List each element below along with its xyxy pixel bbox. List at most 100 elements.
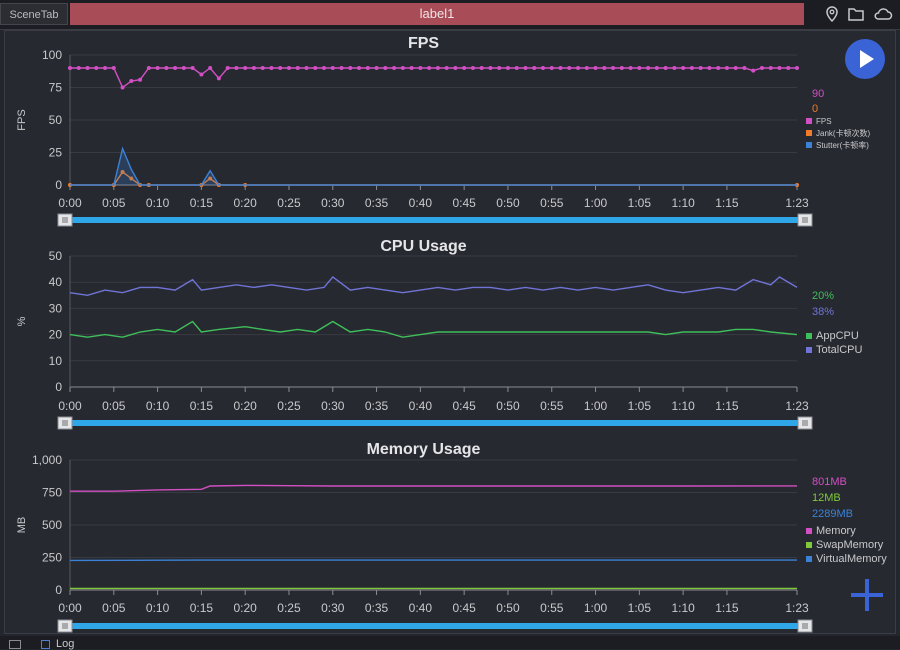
- y-tick-label: 1,000: [32, 453, 62, 467]
- legend-swatch: [806, 347, 812, 353]
- data-point: [497, 66, 501, 70]
- data-point: [383, 66, 387, 70]
- x-tick-label: 1:15: [715, 196, 739, 210]
- data-point: [707, 66, 711, 70]
- log-checkbox[interactable]: [41, 640, 50, 649]
- data-point: [68, 66, 72, 70]
- data-point: [418, 66, 422, 70]
- data-point: [690, 66, 694, 70]
- data-point: [156, 66, 160, 70]
- data-point: [138, 78, 142, 82]
- data-point: [602, 66, 606, 70]
- data-point: [742, 66, 746, 70]
- x-tick-label: 0:20: [234, 399, 258, 413]
- legend-label: Stutter(卡顿率): [816, 140, 869, 150]
- x-tick-label: 0:45: [452, 601, 476, 615]
- data-point: [777, 66, 781, 70]
- data-point: [637, 66, 641, 70]
- data-point: [252, 66, 256, 70]
- legend-swatch: [806, 542, 812, 548]
- data-point: [769, 66, 773, 70]
- x-tick-label: 0:00: [58, 196, 82, 210]
- legend-swatch: [806, 118, 812, 124]
- x-tick-label: 1:00: [584, 196, 608, 210]
- data-point: [164, 66, 168, 70]
- x-tick-label: 1:05: [628, 196, 652, 210]
- x-tick-label: 1:10: [671, 399, 695, 413]
- data-point: [287, 66, 291, 70]
- play-icon: [845, 39, 885, 79]
- current-value: 90: [812, 88, 824, 100]
- current-value: 20%: [812, 290, 834, 302]
- data-point: [550, 66, 554, 70]
- data-point: [401, 66, 405, 70]
- current-value: 0: [812, 103, 818, 115]
- legend-label: Jank(卡顿次数): [816, 128, 871, 138]
- x-tick-label: 0:25: [277, 196, 301, 210]
- data-point: [594, 66, 598, 70]
- data-point: [366, 66, 370, 70]
- x-tick-label: 0:20: [234, 601, 258, 615]
- data-point: [471, 66, 475, 70]
- x-tick-label: 1:00: [584, 399, 608, 413]
- series-line: [70, 172, 797, 185]
- plus-icon[interactable]: [848, 576, 886, 614]
- chart-title: CPU Usage: [380, 238, 466, 255]
- series-area: [70, 149, 797, 185]
- x-tick-label: 0:05: [102, 196, 126, 210]
- data-point: [672, 66, 676, 70]
- data-point: [392, 66, 396, 70]
- dropdown-toggle[interactable]: [9, 640, 21, 649]
- x-tick-label: 1:05: [628, 399, 652, 413]
- data-point: [331, 66, 335, 70]
- y-tick-label: 10: [49, 354, 63, 368]
- x-tick-label: 0:10: [146, 399, 170, 413]
- x-tick-label: 0:15: [190, 196, 214, 210]
- data-point: [278, 66, 282, 70]
- y-tick-label: 100: [42, 48, 62, 62]
- x-tick-label: 1:23: [785, 196, 809, 210]
- x-tick-label: 0:00: [58, 601, 82, 615]
- data-point: [313, 66, 317, 70]
- data-point: [445, 66, 449, 70]
- data-point: [506, 66, 510, 70]
- legend-label: FPS: [816, 117, 832, 126]
- y-tick-label: 30: [49, 301, 63, 315]
- data-point: [655, 66, 659, 70]
- data-point: [795, 66, 799, 70]
- data-point: [480, 66, 484, 70]
- data-point: [375, 66, 379, 70]
- data-point: [629, 66, 633, 70]
- y-tick-label: 75: [49, 81, 63, 95]
- data-point: [585, 66, 589, 70]
- y-tick-label: 50: [49, 113, 63, 127]
- x-tick-label: 0:50: [496, 399, 520, 413]
- x-tick-label: 0:45: [452, 196, 476, 210]
- data-point: [348, 66, 352, 70]
- legend-swatch: [806, 528, 812, 534]
- x-tick-label: 0:05: [102, 399, 126, 413]
- data-point: [427, 66, 431, 70]
- data-point: [296, 66, 300, 70]
- x-tick-label: 1:10: [671, 601, 695, 615]
- data-point: [86, 66, 90, 70]
- x-tick-label: 0:10: [146, 601, 170, 615]
- data-point: [751, 69, 755, 73]
- y-axis-label: FPS: [16, 109, 28, 130]
- legend-label: AppCPU: [816, 330, 859, 342]
- x-tick-label: 0:05: [102, 601, 126, 615]
- play-button[interactable]: [845, 39, 885, 79]
- chart-title: FPS: [408, 35, 439, 52]
- data-point: [523, 66, 527, 70]
- x-tick-label: 0:20: [234, 196, 258, 210]
- x-tick-label: 0:50: [496, 601, 520, 615]
- data-point: [532, 66, 536, 70]
- y-tick-label: 250: [42, 551, 62, 565]
- data-point: [699, 66, 703, 70]
- data-point: [173, 66, 177, 70]
- x-tick-label: 1:15: [715, 601, 739, 615]
- data-point: [234, 66, 238, 70]
- data-point: [191, 66, 195, 70]
- x-tick-label: 0:35: [365, 196, 389, 210]
